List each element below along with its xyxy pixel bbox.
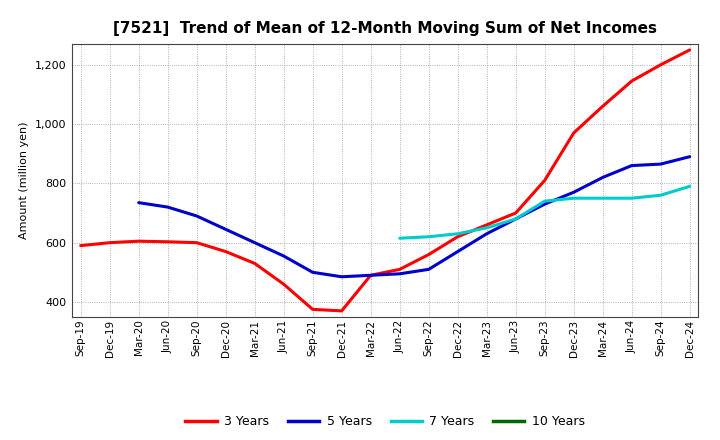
Y-axis label: Amount (million yen): Amount (million yen) bbox=[19, 121, 30, 239]
Legend: 3 Years, 5 Years, 7 Years, 10 Years: 3 Years, 5 Years, 7 Years, 10 Years bbox=[181, 411, 590, 433]
Title: [7521]  Trend of Mean of 12-Month Moving Sum of Net Incomes: [7521] Trend of Mean of 12-Month Moving … bbox=[113, 21, 657, 36]
